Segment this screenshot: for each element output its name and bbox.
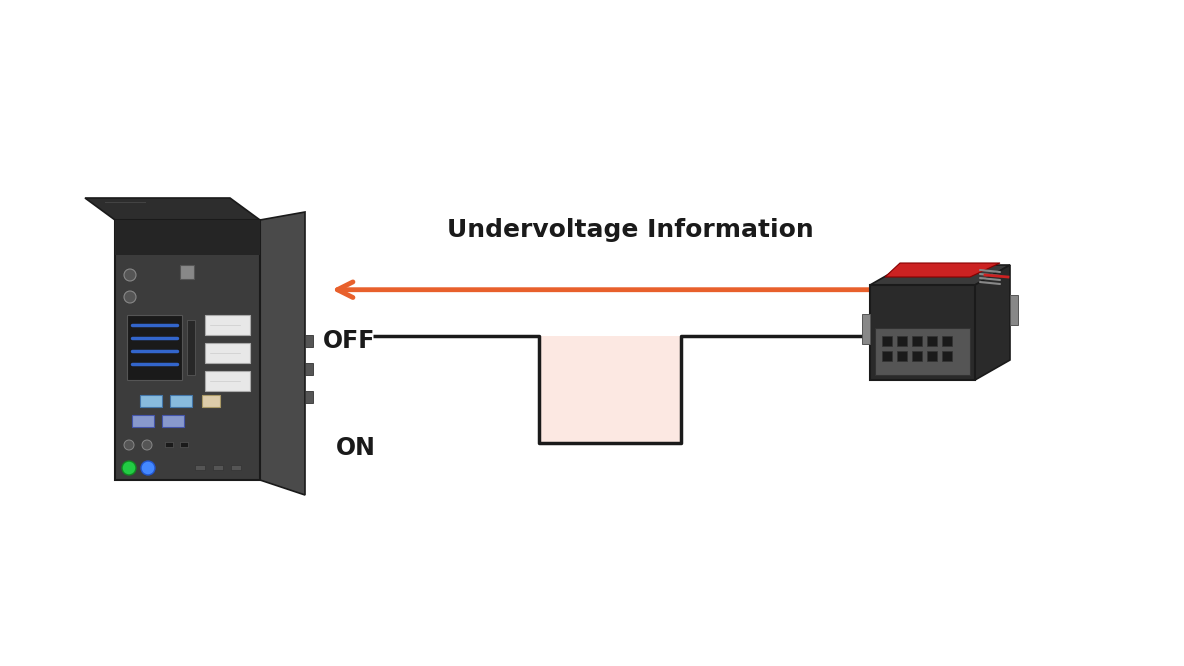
Bar <box>927 336 937 346</box>
Bar <box>897 336 907 346</box>
Text: Undervoltage Information: Undervoltage Information <box>446 218 813 242</box>
Text: OFF: OFF <box>323 329 375 353</box>
Bar <box>912 336 922 346</box>
Bar <box>205 315 250 335</box>
Polygon shape <box>260 212 305 495</box>
Bar <box>539 336 681 443</box>
Bar <box>131 415 154 427</box>
Bar <box>202 395 220 407</box>
Bar <box>165 442 173 447</box>
Bar <box>195 465 205 470</box>
Bar <box>127 315 182 380</box>
Bar <box>870 285 974 380</box>
Bar <box>180 442 188 447</box>
Polygon shape <box>85 198 260 220</box>
Bar <box>1010 294 1018 324</box>
Bar <box>205 343 250 363</box>
Circle shape <box>141 461 155 475</box>
Bar <box>882 336 892 346</box>
Circle shape <box>124 269 136 281</box>
Bar <box>875 328 970 375</box>
Bar <box>942 336 952 346</box>
Circle shape <box>124 440 134 450</box>
Bar <box>140 395 162 407</box>
Bar <box>170 395 192 407</box>
Bar <box>897 351 907 361</box>
Bar <box>882 351 892 361</box>
Bar <box>305 391 313 403</box>
Bar <box>305 363 313 375</box>
Polygon shape <box>870 265 1010 285</box>
Bar <box>862 314 870 344</box>
Bar <box>115 220 260 255</box>
Bar <box>205 371 250 391</box>
Bar <box>231 465 242 470</box>
Circle shape <box>142 440 152 450</box>
Bar <box>162 415 184 427</box>
Bar <box>187 320 195 375</box>
Polygon shape <box>974 265 1010 380</box>
Bar <box>912 351 922 361</box>
Bar <box>927 351 937 361</box>
Circle shape <box>124 291 136 303</box>
Bar <box>180 265 194 279</box>
Text: ON: ON <box>335 436 375 460</box>
Circle shape <box>122 461 136 475</box>
Bar <box>305 335 313 347</box>
Bar <box>115 220 260 480</box>
Bar <box>213 465 223 470</box>
Bar <box>942 351 952 361</box>
Polygon shape <box>884 263 1000 277</box>
